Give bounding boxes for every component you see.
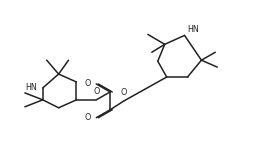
Text: O: O — [85, 113, 91, 122]
Text: O: O — [85, 80, 91, 89]
Text: HN: HN — [188, 25, 199, 34]
Text: HN: HN — [25, 83, 37, 92]
Text: O: O — [121, 88, 127, 97]
Text: O: O — [93, 87, 100, 96]
